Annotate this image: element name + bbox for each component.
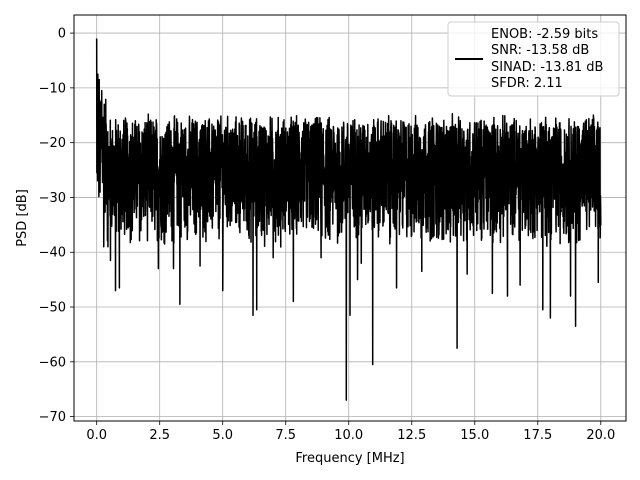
y-axis-ticks: 0 −10 −20 −30 −40 −50 −60 −70 bbox=[39, 27, 74, 425]
y-tick-label: −30 bbox=[39, 191, 66, 206]
x-tick-label: 17.5 bbox=[523, 428, 552, 443]
legend-entry-sfdr: SFDR: 2.11 bbox=[491, 76, 563, 91]
x-axis-label: Frequency [MHz] bbox=[295, 451, 404, 466]
legend: ENOB: -2.59 bits SNR: -13.58 dB SINAD: -… bbox=[447, 21, 620, 97]
y-tick-label: −60 bbox=[39, 355, 66, 370]
x-tick-label: 0.0 bbox=[86, 428, 107, 443]
y-tick-label: −20 bbox=[39, 136, 66, 151]
x-axis-ticks: 0.0 2.5 5.0 7.5 10.0 12.5 15.0 17.5 20.0 bbox=[86, 421, 615, 443]
legend-entry-sinad: SINAD: -13.81 dB bbox=[491, 60, 603, 75]
legend-entry-enob: ENOB: -2.59 bits bbox=[491, 27, 598, 42]
x-tick-label: 15.0 bbox=[460, 428, 489, 443]
x-tick-label: 20.0 bbox=[586, 428, 615, 443]
y-tick-label: −10 bbox=[39, 81, 66, 96]
psd-series bbox=[95, 38, 602, 401]
y-tick-label: −50 bbox=[39, 301, 66, 316]
x-tick-label: 5.0 bbox=[212, 428, 233, 443]
x-tick-label: 2.5 bbox=[149, 428, 170, 443]
x-tick-label: 12.5 bbox=[397, 428, 426, 443]
y-tick-label: 0 bbox=[58, 27, 66, 42]
legend-entry-snr: SNR: -13.58 dB bbox=[491, 43, 589, 58]
y-tick-label: −70 bbox=[39, 410, 66, 425]
legend-box bbox=[447, 21, 620, 97]
y-axis-label: PSD [dB] bbox=[15, 189, 30, 247]
y-tick-label: −40 bbox=[39, 246, 66, 261]
x-tick-label: 10.0 bbox=[334, 428, 363, 443]
x-tick-label: 7.5 bbox=[275, 428, 296, 443]
psd-line bbox=[95, 38, 602, 401]
plot-frame bbox=[73, 14, 627, 422]
